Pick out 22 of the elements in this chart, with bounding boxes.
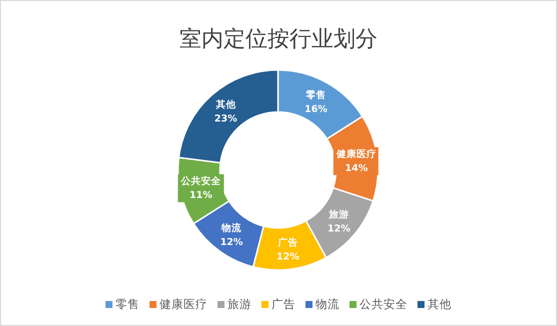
slice-label: 物流: [220, 222, 243, 234]
slice-label: 健康医疗: [335, 148, 376, 160]
legend-label: 广告: [272, 297, 296, 311]
data-label: 16%: [304, 104, 328, 115]
data-label: 12%: [276, 251, 300, 262]
legend-label: 旅游: [228, 297, 252, 311]
slice-label: 旅游: [328, 208, 349, 220]
slice-label: 其他: [214, 98, 237, 111]
data-label: 12%: [327, 223, 351, 234]
slice-label: 广告: [276, 236, 298, 248]
chart-title: 室内定位按行业划分: [180, 27, 378, 52]
legend-label: 其他: [428, 297, 452, 311]
data-label: 14%: [345, 163, 368, 174]
legend-label: 健康医疗: [160, 297, 208, 311]
legend-label: 零售: [116, 297, 140, 311]
data-label: 11%: [190, 190, 213, 202]
data-label: 12%: [220, 236, 244, 248]
slice-label: 公共安全: [180, 175, 222, 188]
legend-label: 物流: [316, 297, 340, 311]
slice-label: 零售: [306, 88, 326, 101]
legend-label: 公共安全: [360, 297, 408, 311]
data-label: 23%: [214, 114, 238, 125]
